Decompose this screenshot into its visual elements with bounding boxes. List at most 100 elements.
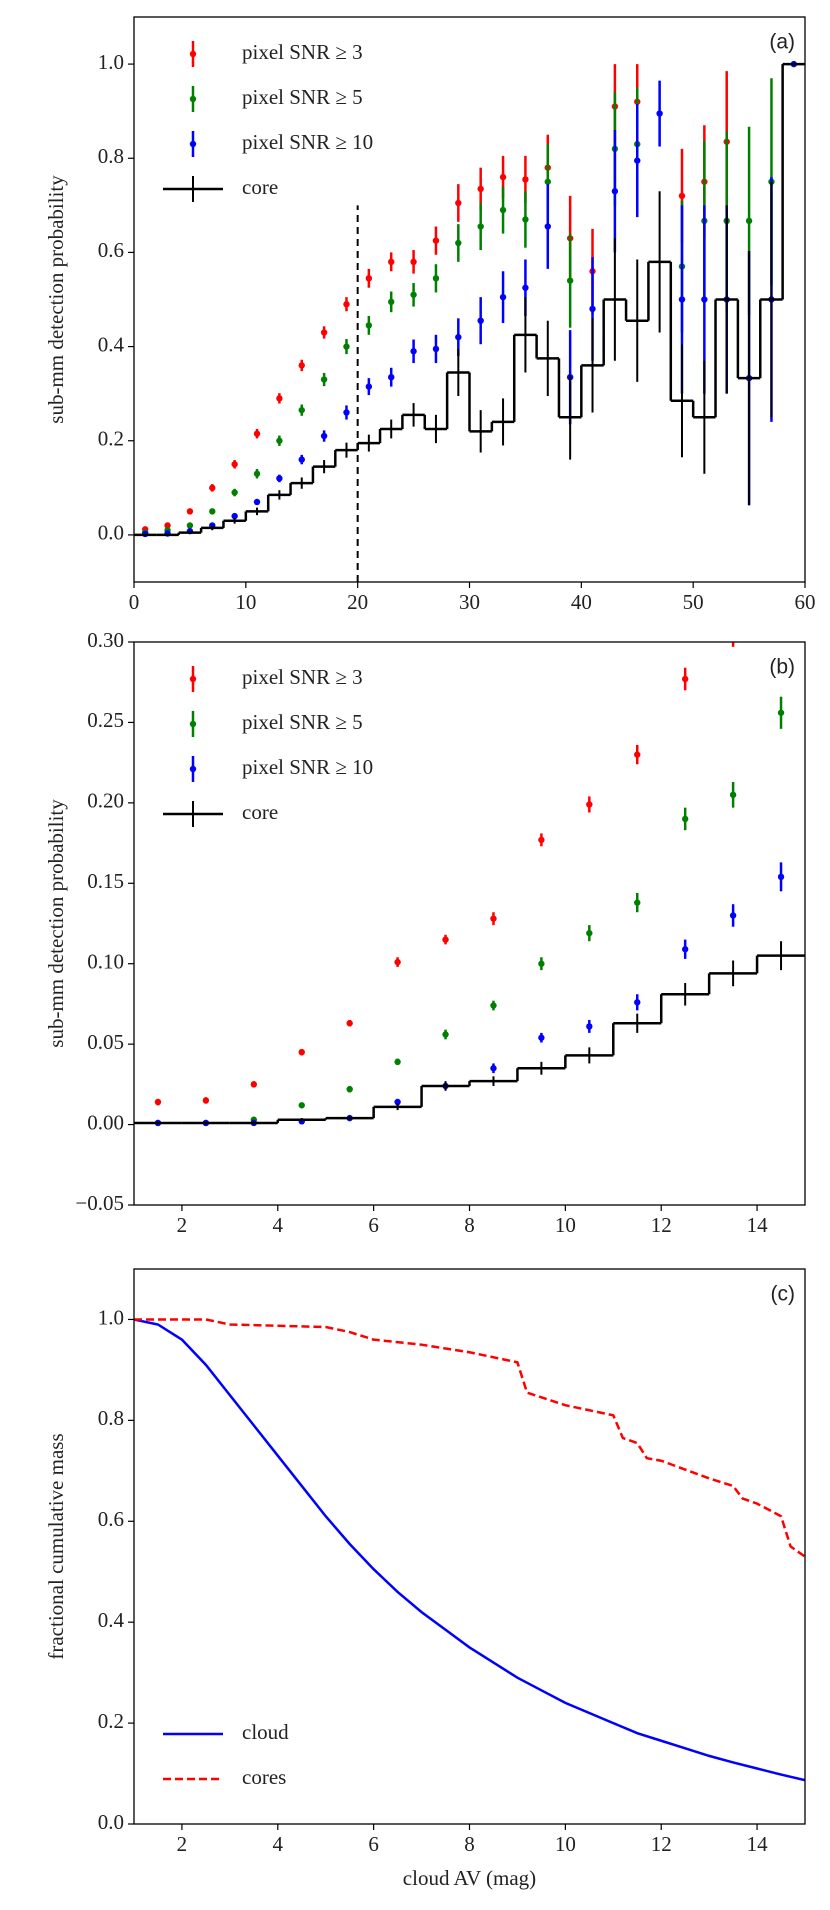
plot-area [134,631,805,1127]
axes-frame [133,641,806,1206]
data-point [209,484,216,492]
data-line [134,1318,805,1782]
data-point [538,960,545,967]
data-point [394,1098,401,1106]
legend-label: pixel SNR ≥ 5 [242,85,363,109]
data-point [250,1081,258,1088]
data-point [678,296,686,303]
data-point [320,329,328,336]
legend-label: pixel SNR ≥ 3 [242,665,363,689]
legend-marker [189,765,197,773]
data-point [432,345,440,353]
data-point [544,223,551,230]
legend-label: pixel SNR ≥ 10 [242,755,373,779]
data-point [253,470,261,477]
data-point [490,1002,497,1009]
data-point [394,958,401,966]
data-point [634,751,641,758]
data-point [343,343,350,350]
legend-label: cloud [242,1720,289,1744]
y-tick-label: 0.4 [98,332,125,356]
data-point [298,1102,305,1109]
data-point [365,275,373,282]
data-point [522,216,529,223]
panel-label: (c) [771,1283,796,1306]
data-point [186,508,194,515]
y-tick-label: 0.00 [87,1110,124,1134]
data-point [656,110,663,117]
x-axis-label: cloud AV (mag) [403,1866,536,1890]
legend-label: pixel SNR ≥ 3 [242,40,363,64]
y-tick-label: 0.6 [98,1507,124,1531]
y-axis-label: fractional cumulative mass [44,1433,68,1659]
data-point [544,178,551,185]
x-tick-label: 12 [651,1213,672,1237]
x-tick-label: 10 [235,590,256,614]
y-tick-label: 0.4 [98,1608,125,1632]
data-point [231,461,238,468]
data-point [209,508,216,515]
x-tick-label: 60 [795,590,816,614]
data-point [634,899,641,906]
plot-area [134,1318,805,1782]
data-point [745,217,753,225]
data-point [442,1031,449,1038]
y-tick-label: 1.0 [98,50,124,74]
data-point [365,322,373,329]
data-point [298,362,305,369]
legend-label: pixel SNR ≥ 10 [242,130,373,154]
data-point [777,873,785,881]
data-point [432,275,440,282]
y-tick-label: 0.25 [87,708,124,732]
data-point [276,437,283,444]
data-point [343,301,350,308]
data-point [410,348,417,355]
data-point [730,631,736,637]
data-point [276,395,283,402]
data-point [586,929,593,937]
legend-label: pixel SNR ≥ 5 [242,710,363,734]
data-point [298,406,305,414]
data-point [455,199,462,207]
data-point [681,946,689,953]
y-tick-label: 0.15 [87,869,124,893]
data-point [634,999,641,1006]
x-tick-label: 30 [459,590,480,614]
data-point [276,475,283,482]
legend-marker [189,140,197,148]
y-tick-label: 0.30 [87,628,124,652]
x-tick-label: 8 [464,1832,475,1856]
data-point [777,709,785,716]
data-point [298,456,305,463]
x-tick-label: 14 [747,1213,769,1237]
legend-marker [189,50,197,58]
panel-label: (a) [769,31,795,54]
data-point [455,239,462,247]
x-tick-label: 14 [747,1832,769,1856]
y-tick-label: −0.05 [75,1191,124,1215]
x-tick-label: 4 [273,1213,284,1237]
legend-marker [189,675,197,683]
data-point [729,791,737,799]
axes-frame [133,1268,806,1825]
x-tick-label: 10 [555,1213,576,1237]
y-tick-label: 0.6 [98,238,124,262]
y-tick-label: 0.10 [87,950,124,974]
y-tick-label: 0.2 [98,427,124,451]
data-point [490,1065,497,1072]
legend-label: cores [242,1765,286,1789]
y-axis-label: sub-mm detection probability [44,175,68,424]
data-point [522,284,529,291]
data-point [442,936,449,943]
data-point [410,258,417,266]
data-point [231,512,238,520]
x-tick-label: 50 [683,590,704,614]
step-riser [177,64,784,535]
data-point [499,206,507,214]
y-tick-label: 0.20 [87,789,124,813]
axes-frame [133,16,806,583]
x-tick-label: 10 [555,1832,576,1856]
y-axis-label: sub-mm detection probability [44,799,68,1048]
y-tick-label: 0.8 [98,144,124,168]
